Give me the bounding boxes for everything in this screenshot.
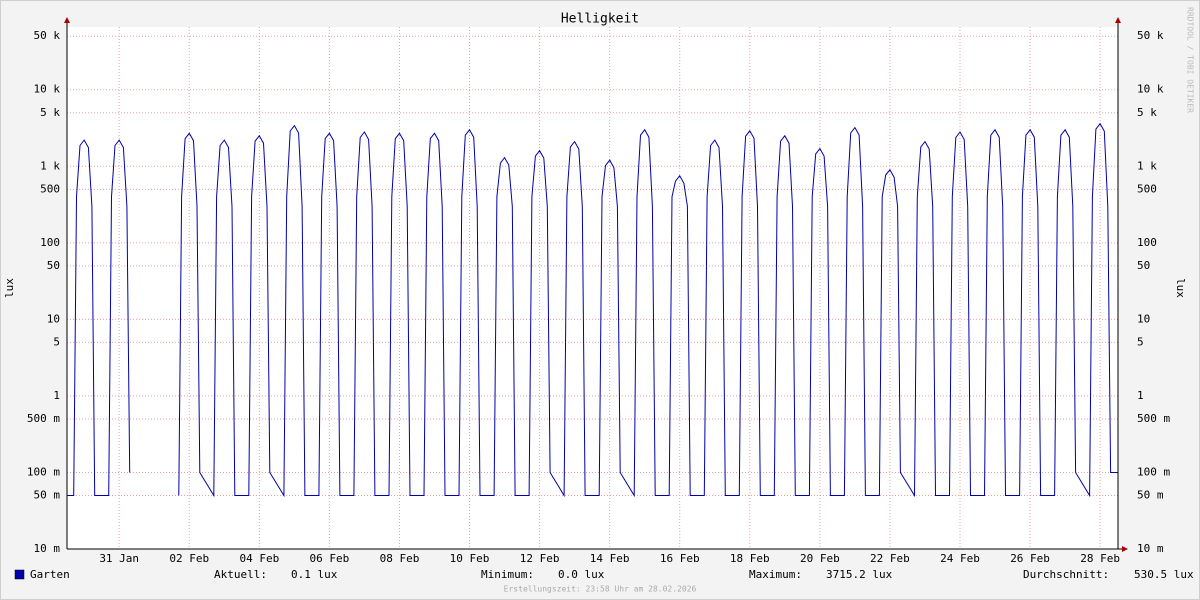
y-tick-label: 500 xyxy=(40,182,60,195)
y2-tick-label: 500 xyxy=(1137,182,1157,195)
y2-tick-label: 50 xyxy=(1137,259,1150,272)
x-tick-label: 14 Feb xyxy=(590,552,630,565)
y-tick-label: 5 xyxy=(53,335,60,348)
x-tick-label: 18 Feb xyxy=(730,552,770,565)
y2-tick-label: 10 k xyxy=(1137,83,1164,96)
stat-label: Maximum: xyxy=(749,568,802,581)
x-tick-label: 28 Feb xyxy=(1080,552,1120,565)
stat-value: 530.5 lux xyxy=(1134,568,1194,581)
y2-tick-label: 100 xyxy=(1137,236,1157,249)
x-tick-label: 10 Feb xyxy=(450,552,490,565)
x-tick-label: 26 Feb xyxy=(1010,552,1050,565)
x-tick-label: 31 Jan xyxy=(99,552,139,565)
y-tick-label: 100 xyxy=(40,236,60,249)
y-tick-label: 50 k xyxy=(34,29,61,42)
y-tick-label: 1 xyxy=(53,389,60,402)
y-tick-label: 50 m xyxy=(34,488,61,501)
y-tick-label: 5 k xyxy=(40,106,60,119)
plot-area xyxy=(67,27,1118,549)
y2-tick-label: 5 xyxy=(1137,335,1144,348)
watermark: RRDTOOL / TOBI OETIKER xyxy=(1186,7,1195,113)
legend-swatch xyxy=(14,569,25,580)
y2-tick-label: 500 m xyxy=(1137,412,1170,425)
axis-arrow xyxy=(1122,546,1128,552)
x-tick-label: 12 Feb xyxy=(520,552,560,565)
x-tick-label: 16 Feb xyxy=(660,552,700,565)
y2-tick-label: 10 m xyxy=(1137,542,1164,555)
y2-tick-label: 10 xyxy=(1137,312,1150,325)
y-tick-label: 50 xyxy=(47,259,60,272)
axis-arrow xyxy=(64,17,70,23)
footer: Erstellungszeit: 23:58 Uhr am 28.02.2026 xyxy=(504,585,697,594)
y-tick-label: 10 xyxy=(47,312,60,325)
y-tick-label: 10 k xyxy=(34,83,61,96)
y-tick-label: 10 m xyxy=(34,542,61,555)
y2-tick-label: 1 xyxy=(1137,389,1144,402)
y2-tick-label: 1 k xyxy=(1137,159,1157,172)
y-tick-label: 1 k xyxy=(40,159,60,172)
y2-tick-label: 50 m xyxy=(1137,488,1164,501)
x-tick-label: 08 Feb xyxy=(380,552,420,565)
axis-arrow xyxy=(1115,17,1121,23)
x-tick-label: 06 Feb xyxy=(310,552,350,565)
y-axis-label: lux xyxy=(3,278,16,298)
y-tick-label: 500 m xyxy=(27,412,60,425)
stat-label: Durchschnitt: xyxy=(1023,568,1109,581)
y2-tick-label: 100 m xyxy=(1137,465,1170,478)
y-tick-label: 100 m xyxy=(27,465,60,478)
x-tick-label: 20 Feb xyxy=(800,552,840,565)
x-tick-label: 24 Feb xyxy=(940,552,980,565)
stat-value: 3715.2 lux xyxy=(826,568,893,581)
data-line xyxy=(67,122,1118,498)
x-tick-label: 02 Feb xyxy=(169,552,209,565)
x-tick-label: 22 Feb xyxy=(870,552,910,565)
stat-value: 0.1 lux xyxy=(291,568,338,581)
stat-label: Minimum: xyxy=(481,568,534,581)
legend-label: Garten xyxy=(30,568,70,581)
stat-label: Aktuell: xyxy=(214,568,267,581)
y2-tick-label: 50 k xyxy=(1137,29,1164,42)
chart-title: Helligkeit xyxy=(561,12,639,27)
x-tick-label: 04 Feb xyxy=(239,552,279,565)
y2-axis-label: lux xyxy=(1174,278,1187,298)
y2-tick-label: 5 k xyxy=(1137,106,1157,119)
stat-value: 0.0 lux xyxy=(558,568,605,581)
